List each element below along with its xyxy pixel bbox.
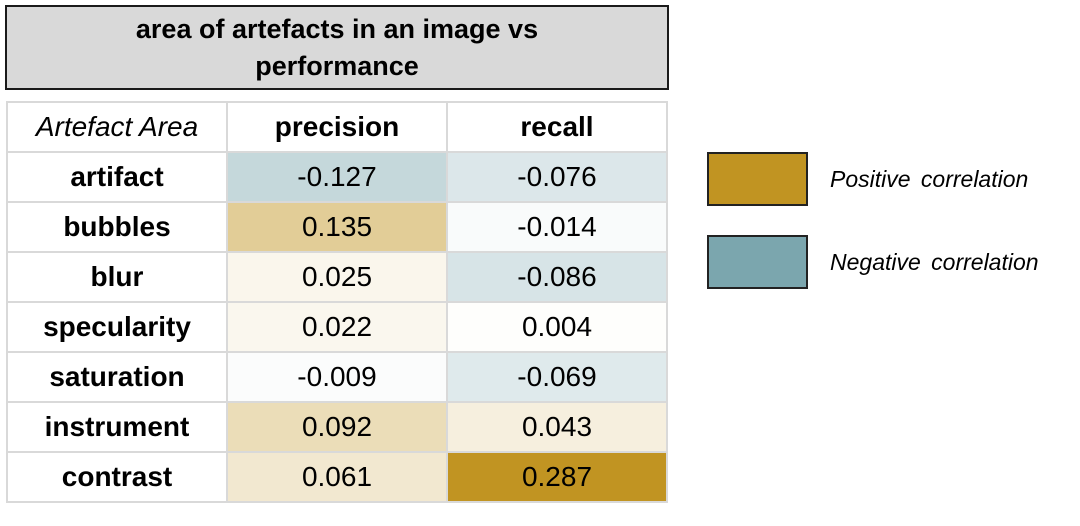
table-row: saturation -0.009 -0.069 xyxy=(6,351,668,403)
table-row: specularity 0.022 0.004 xyxy=(6,301,668,353)
table-row: artifact -0.127 -0.076 xyxy=(6,151,668,203)
table-row: instrument 0.092 0.043 xyxy=(6,401,668,453)
correlation-table: Artefact Area precision recall artifact -… xyxy=(6,101,668,503)
value-cell-saturation-precision: -0.009 xyxy=(226,351,448,403)
value-cell-instrument-precision: 0.092 xyxy=(226,401,448,453)
legend-item-positive: Positive correlation xyxy=(707,152,1028,206)
value-cell-blur-recall: -0.086 xyxy=(446,251,668,303)
legend-swatch-negative xyxy=(707,235,808,289)
column-header-precision: precision xyxy=(226,101,448,153)
row-label-specularity: specularity xyxy=(6,301,228,353)
value-cell-contrast-recall: 0.287 xyxy=(446,451,668,503)
column-header-recall: recall xyxy=(446,101,668,153)
legend-label-negative: Negative correlation xyxy=(830,248,1039,275)
value-cell-specularity-precision: 0.022 xyxy=(226,301,448,353)
table-row: bubbles 0.135 -0.014 xyxy=(6,201,668,253)
value-cell-blur-precision: 0.025 xyxy=(226,251,448,303)
value-cell-specularity-recall: 0.004 xyxy=(446,301,668,353)
value-cell-contrast-precision: 0.061 xyxy=(226,451,448,503)
table-row: blur 0.025 -0.086 xyxy=(6,251,668,303)
table-header-row: Artefact Area precision recall xyxy=(6,101,668,153)
row-label-bubbles: bubbles xyxy=(6,201,228,253)
corner-label: Artefact Area xyxy=(6,101,228,153)
legend-item-negative: Negative correlation xyxy=(707,235,1039,289)
row-label-saturation: saturation xyxy=(6,351,228,403)
row-label-contrast: contrast xyxy=(6,451,228,503)
row-label-artifact: artifact xyxy=(6,151,228,203)
value-cell-artifact-recall: -0.076 xyxy=(446,151,668,203)
row-label-blur: blur xyxy=(6,251,228,303)
legend-label-positive: Positive correlation xyxy=(830,165,1029,192)
row-label-instrument: instrument xyxy=(6,401,228,453)
chart-title-box: area of artefacts in an image vs perform… xyxy=(5,5,669,90)
value-cell-artifact-precision: -0.127 xyxy=(226,151,448,203)
value-cell-bubbles-recall: -0.014 xyxy=(446,201,668,253)
value-cell-saturation-recall: -0.069 xyxy=(446,351,668,403)
table-row: contrast 0.061 0.287 xyxy=(6,451,668,503)
chart-title: area of artefacts in an image vs perform… xyxy=(135,13,539,81)
value-cell-bubbles-precision: 0.135 xyxy=(226,201,448,253)
value-cell-instrument-recall: 0.043 xyxy=(446,401,668,453)
legend-swatch-positive xyxy=(707,152,808,206)
